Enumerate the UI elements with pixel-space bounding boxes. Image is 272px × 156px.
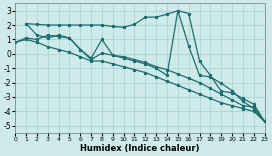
X-axis label: Humidex (Indice chaleur): Humidex (Indice chaleur) <box>80 144 200 153</box>
